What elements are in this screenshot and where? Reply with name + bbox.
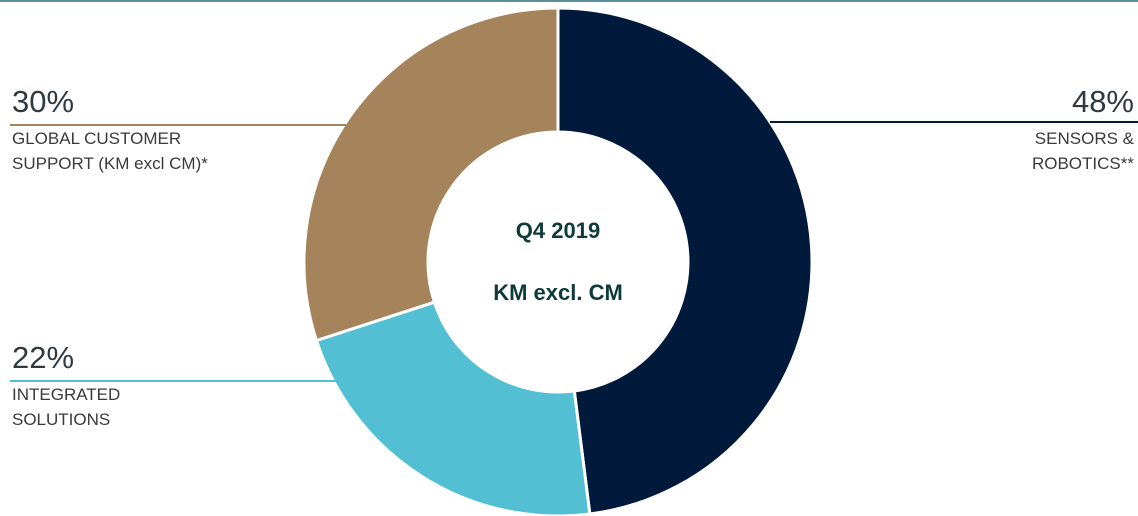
- category-label: SENSORS & ROBOTICS**: [1031, 129, 1134, 173]
- value-label: 22%: [12, 340, 75, 375]
- donut-slice: [556, 6, 814, 516]
- value-label: 48%: [1071, 84, 1134, 119]
- donut-slice: [302, 6, 560, 343]
- donut-slice: [314, 300, 592, 516]
- category-label: GLOBAL CUSTOMER SUPPORT (KM excl CM)*: [12, 129, 208, 173]
- center-subtitle: KM excl. CM: [493, 280, 623, 305]
- value-label: 30%: [12, 84, 75, 119]
- category-label: INTEGRATED SOLUTIONS: [12, 385, 121, 429]
- donut: [302, 6, 814, 516]
- center-title: Q4 2019: [516, 218, 600, 243]
